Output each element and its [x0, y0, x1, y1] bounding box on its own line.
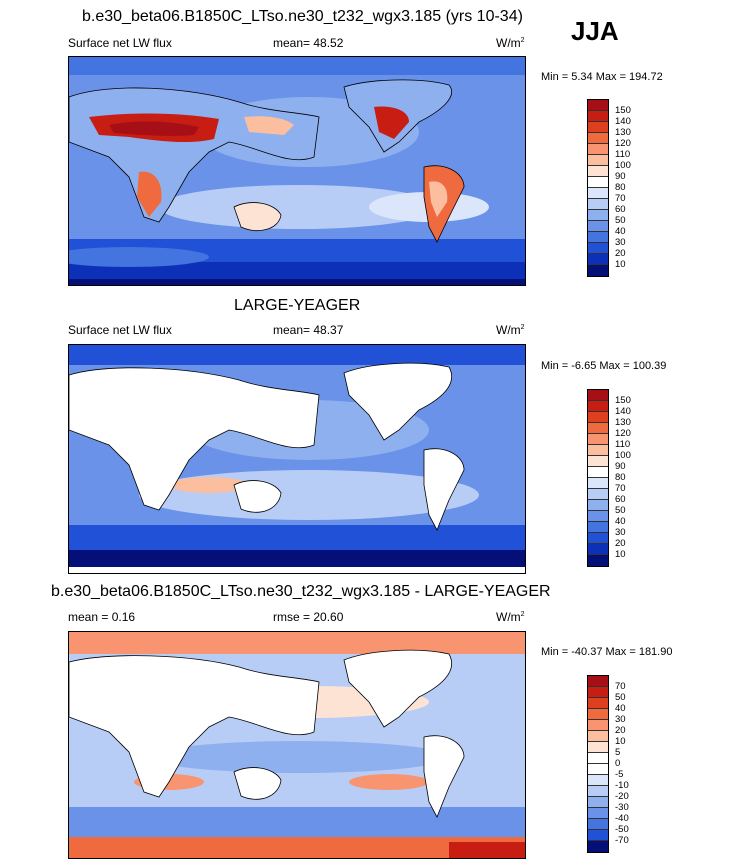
colorbar-label: 50 [615, 215, 626, 226]
colorbar-label: 120 [615, 428, 631, 439]
panel1-mean-label: mean= 48.52 [273, 36, 344, 50]
colorbar-label: 90 [615, 171, 626, 182]
colorbar-label: 70 [615, 193, 626, 204]
colorbar-label: -70 [615, 835, 629, 846]
panel3-map [68, 631, 526, 859]
panel3-rmse-label: rmse = 20.60 [273, 610, 344, 624]
colorbar-label: 120 [615, 138, 631, 149]
colorbar-label: 150 [615, 105, 631, 116]
colorbar-label: 40 [615, 516, 626, 527]
colorbar-label: 10 [615, 736, 626, 747]
colorbar-label: 5 [615, 747, 621, 758]
colorbar-label: 60 [615, 204, 626, 215]
panel2-units: W/m2 [496, 323, 525, 337]
colorbar-label: 110 [615, 149, 631, 160]
colorbar-label: 40 [615, 226, 626, 237]
panel1-units: W/m2 [496, 36, 525, 50]
panel3-mean-label: mean = 0.16 [68, 610, 136, 624]
colorbar-label: 60 [615, 494, 626, 505]
colorbar-label: -5 [615, 769, 624, 780]
colorbar-label: 70 [615, 483, 626, 494]
colorbar-label: -40 [615, 813, 629, 824]
colorbar-label: 10 [615, 259, 626, 270]
panel2-map [68, 344, 526, 574]
colorbar-label: 40 [615, 703, 626, 714]
colorbar-label: -10 [615, 780, 629, 791]
colorbar-label: 10 [615, 549, 626, 560]
colorbar-label: 50 [615, 692, 626, 703]
colorbar-label: 50 [615, 505, 626, 516]
panel1-left-label: Surface net LW flux [68, 36, 172, 50]
colorbar-label: 100 [615, 450, 631, 461]
colorbar-label: 80 [615, 182, 626, 193]
colorbar-label: 20 [615, 725, 626, 736]
colorbar-label: 150 [615, 395, 631, 406]
colorbar-label: -20 [615, 791, 629, 802]
colorbar-label: -50 [615, 824, 629, 835]
panel3-minmax: Min = -40.37 Max = 181.90 [541, 646, 673, 658]
panel2-left-label: Surface net LW flux [68, 323, 172, 337]
page-title: b.e30_beta06.B1850C_LTso.ne30_t232_wgx3.… [82, 8, 523, 25]
colorbar-label: 20 [615, 248, 626, 259]
colorbar-label: 30 [615, 714, 626, 725]
colorbar-label: 130 [615, 417, 631, 428]
panel2-minmax: Min = -6.65 Max = 100.39 [541, 360, 667, 372]
colorbar-label: 100 [615, 160, 631, 171]
panel2-title: LARGE-YEAGER [234, 297, 361, 314]
panel3-units: W/m2 [496, 610, 525, 624]
colorbar-label: 30 [615, 237, 626, 248]
season-label: JJA [571, 16, 619, 46]
panel1-minmax: Min = 5.34 Max = 194.72 [541, 71, 663, 83]
colorbar-label: 70 [615, 681, 626, 692]
colorbar-label: 140 [615, 116, 631, 127]
panel1-map [68, 56, 526, 286]
colorbar-label: -30 [615, 802, 629, 813]
colorbar-label: 130 [615, 127, 631, 138]
panel2-mean-label: mean= 48.37 [273, 323, 344, 337]
colorbar-label: 0 [615, 758, 621, 769]
colorbar-label: 80 [615, 472, 626, 483]
colorbar-label: 140 [615, 406, 631, 417]
panel3-title: b.e30_beta06.B1850C_LTso.ne30_t232_wgx3.… [51, 583, 551, 600]
colorbar-label: 30 [615, 527, 626, 538]
colorbar-label: 110 [615, 439, 631, 450]
colorbar-label: 20 [615, 538, 626, 549]
colorbar-label: 90 [615, 461, 626, 472]
